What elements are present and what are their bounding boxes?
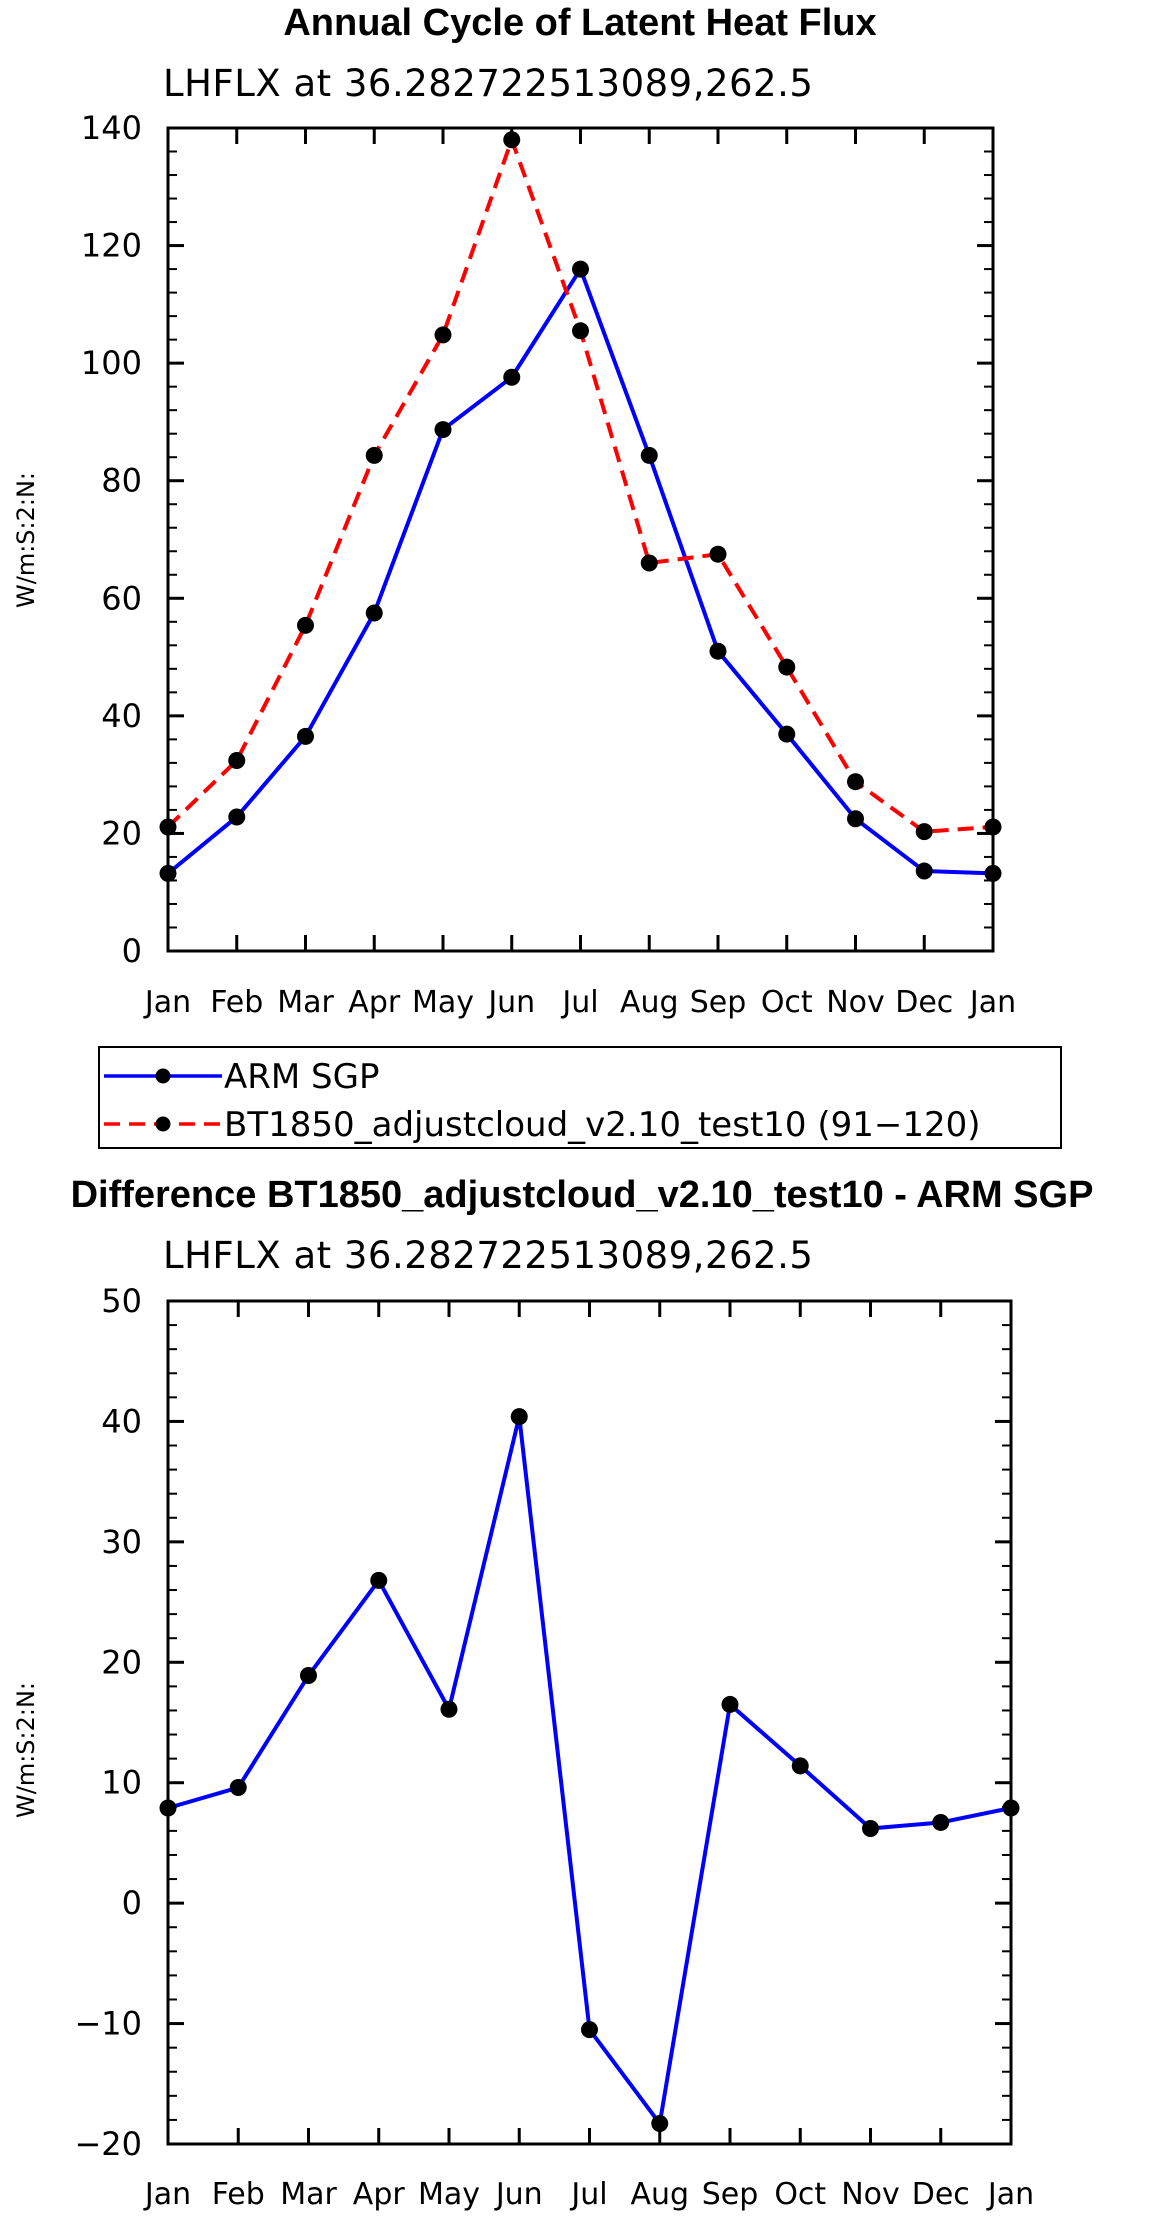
data-point-2-0-9 <box>791 1757 809 1775</box>
y-tick-label: −10 <box>74 2005 142 2043</box>
data-point-1-1-4 <box>434 326 452 344</box>
series-line-1-1 <box>166 137 994 834</box>
x-tick-label: Jun <box>494 2177 543 2212</box>
x-tick-label: Sep <box>690 985 747 1020</box>
data-point-2-0-8 <box>721 1695 739 1713</box>
data-point-1-1-11 <box>915 823 933 841</box>
data-point-1-0-4 <box>434 421 452 439</box>
x-tick-label: Feb <box>212 2177 265 2212</box>
y-tick-label: 120 <box>81 227 142 265</box>
legend-label-arm-sgp: ARM SGP <box>224 1057 379 1097</box>
data-point-1-0-3 <box>365 604 383 622</box>
x-tick-label: Sep <box>702 2177 759 2212</box>
data-point-1-0-9 <box>778 725 796 743</box>
data-point-1-0-2 <box>297 727 314 745</box>
x-tick-label: Jul <box>569 2177 607 2212</box>
data-point-1-0-6 <box>572 260 589 278</box>
x-tick-label: Jul <box>560 985 598 1020</box>
y-tick-label: 40 <box>101 1402 142 1440</box>
y-tick-label: −20 <box>74 2125 142 2163</box>
x-tick-label: Jan <box>143 985 191 1020</box>
y-tick-label: 50 <box>101 1282 142 1320</box>
x-tick-label: Apr <box>353 2177 406 2212</box>
x-tick-label: Aug <box>620 985 679 1020</box>
data-point-2-0-11 <box>932 1813 950 1831</box>
x-tick-label: Mar <box>277 985 334 1020</box>
x-tick-label: May <box>418 2177 480 2212</box>
data-point-2-0-7 <box>651 2115 669 2133</box>
data-point-1-1-2 <box>297 616 314 634</box>
data-point-1-1-10 <box>847 773 864 791</box>
y-tick-label: 60 <box>101 579 142 617</box>
y-tick-label: 20 <box>101 814 142 852</box>
chart2-plot-frame <box>166 1299 1013 2146</box>
data-point-1-1-3 <box>365 446 383 464</box>
y-tick-label: 40 <box>101 697 142 735</box>
x-tick-label: Nov <box>826 985 885 1020</box>
legend-marker-model <box>155 1116 171 1132</box>
chart2-ylabel: W/m:S:2:N: <box>12 1682 40 1818</box>
data-point-1-0-5 <box>503 368 521 386</box>
y-tick-label: 0 <box>122 932 142 970</box>
x-tick-label: Dec <box>895 985 953 1020</box>
data-point-1-1-1 <box>228 752 246 770</box>
x-tick-label: Jun <box>486 985 535 1020</box>
y-tick-label: 0 <box>122 1884 142 1922</box>
chart1-title: Annual Cycle of Latent Heat Flux <box>283 2 876 44</box>
legend-marker-arm-sgp <box>155 1068 171 1084</box>
data-point-2-0-2 <box>300 1667 317 1685</box>
data-point-2-0-4 <box>440 1700 458 1718</box>
chart1-ylabel: W/m:S:2:N: <box>12 472 40 608</box>
data-point-1-0-1 <box>228 808 246 826</box>
legend-box <box>98 1046 1062 1149</box>
x-tick-label: Dec <box>912 2177 970 2212</box>
x-tick-label: Jan <box>143 2177 191 2212</box>
data-point-1-1-7 <box>640 554 658 572</box>
x-tick-label: Nov <box>841 2177 900 2212</box>
legend: ARM SGP BT1850_adjustcloud_v2.10_test10 … <box>98 1046 1062 1149</box>
data-point-1-1-6 <box>572 322 589 340</box>
data-point-2-0-10 <box>862 1819 879 1837</box>
data-point-2-0-6 <box>581 2021 598 2039</box>
data-point-1-1-5 <box>503 131 521 149</box>
data-point-1-0-10 <box>847 810 864 828</box>
data-point-2-0-1 <box>229 1779 247 1797</box>
x-tick-label: Aug <box>630 2177 689 2212</box>
chart1-plot-frame <box>166 126 995 953</box>
x-tick-label: May <box>412 985 474 1020</box>
data-point-1-1-8 <box>709 545 727 563</box>
chart2-subtitle: LHFLX at 36.282722513089,262.5 <box>163 1234 813 1277</box>
x-tick-label: Jan <box>986 2177 1034 2212</box>
legend-label-model: BT1850_adjustcloud_v2.10_test10 (91−120) <box>224 1105 981 1145</box>
data-point-1-0-7 <box>640 446 658 464</box>
series-line-1-0 <box>166 267 994 876</box>
x-tick-label: Feb <box>210 985 263 1020</box>
x-tick-label: Oct <box>774 2177 826 2212</box>
data-point-1-1-9 <box>778 658 796 676</box>
y-tick-label: 100 <box>81 344 142 382</box>
x-tick-label: Mar <box>280 2177 337 2212</box>
data-point-2-0-3 <box>370 1571 388 1589</box>
data-point-1-0-8 <box>709 642 727 660</box>
x-tick-label: Jan <box>968 985 1016 1020</box>
x-tick-label: Oct <box>761 985 813 1020</box>
chart2-title: Difference BT1850_adjustcloud_v2.10_test… <box>71 1174 1094 1216</box>
y-tick-label: 10 <box>101 1764 142 1802</box>
data-point-2-0-5 <box>510 1408 528 1426</box>
series-line-2-0 <box>167 1414 1012 2126</box>
x-tick-label: Apr <box>348 985 401 1020</box>
y-tick-label: 30 <box>101 1523 142 1561</box>
data-point-1-0-11 <box>915 862 933 880</box>
chart1-subtitle: LHFLX at 36.282722513089,262.5 <box>163 62 813 105</box>
y-tick-label: 20 <box>101 1643 142 1681</box>
y-tick-label: 80 <box>101 462 142 500</box>
y-tick-label: 140 <box>81 109 142 147</box>
